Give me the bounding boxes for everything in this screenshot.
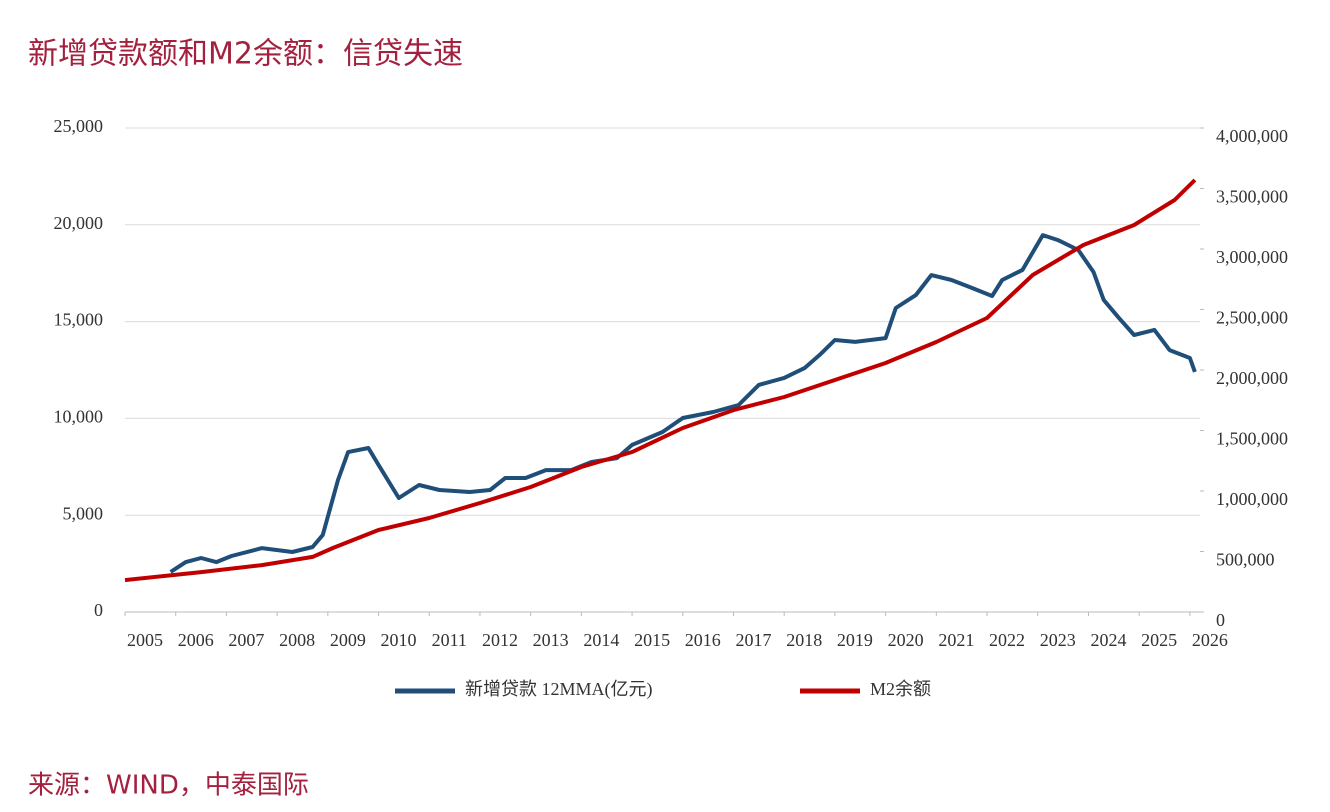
- x-tick-label: 2010: [381, 630, 417, 650]
- y-tick-label: 0: [94, 600, 103, 620]
- x-tick-label: 2013: [533, 630, 569, 650]
- y2-tick-label: 1,500,000: [1216, 429, 1288, 449]
- x-tick-label: 2015: [634, 630, 670, 650]
- x-tick-label: 2009: [330, 630, 366, 650]
- x-tick-label: 2018: [786, 630, 822, 650]
- y-tick-label: 20,000: [54, 213, 104, 233]
- x-tick-label: 2012: [482, 630, 518, 650]
- x-tick-label: 2005: [127, 630, 163, 650]
- x-tick-label: 2017: [735, 630, 771, 650]
- y-tick-label: 25,000: [54, 116, 104, 136]
- y2-tick-label: 500,000: [1216, 550, 1275, 570]
- x-tick-label: 2022: [989, 630, 1025, 650]
- y2-tick-label: 2,000,000: [1216, 368, 1288, 388]
- series-line: [124, 178, 1197, 583]
- x-tick-label: 2024: [1090, 630, 1126, 650]
- y2-tick-label: 3,500,000: [1216, 187, 1288, 207]
- y-tick-label: 10,000: [54, 407, 104, 427]
- x-tick-label: 2021: [938, 630, 974, 650]
- series-line: [169, 233, 1197, 574]
- chart-title: 新增贷款额和M2余额：信贷失速: [28, 37, 463, 72]
- x-tick-label: 2019: [837, 630, 873, 650]
- y2-tick-label: 1,000,000: [1216, 489, 1288, 509]
- x-tick-label: 2026: [1192, 630, 1228, 650]
- x-tick-label: 2014: [583, 630, 619, 650]
- x-tick-label: 2020: [888, 630, 924, 650]
- y2-tick-label: 0: [1216, 610, 1225, 630]
- x-tick-label: 2011: [432, 630, 467, 650]
- x-tick-label: 2016: [685, 630, 721, 650]
- y-tick-label: 5,000: [63, 503, 104, 523]
- y2-tick-label: 2,500,000: [1216, 308, 1288, 328]
- y2-tick-label: 3,000,000: [1216, 247, 1288, 267]
- y-tick-label: 15,000: [54, 310, 104, 330]
- x-tick-label: 2023: [1040, 630, 1076, 650]
- x-tick-label: 2007: [228, 630, 264, 650]
- x-tick-label: 2008: [279, 630, 315, 650]
- legend-label: M2余额: [870, 679, 931, 699]
- legend-label: 新增贷款 12MMA(亿元): [465, 679, 653, 700]
- x-tick-label: 2006: [178, 630, 214, 650]
- x-tick-label: 2025: [1141, 630, 1177, 650]
- source-note: 来源：WIND，中泰国际: [28, 771, 309, 801]
- y2-tick-label: 4,000,000: [1216, 126, 1288, 146]
